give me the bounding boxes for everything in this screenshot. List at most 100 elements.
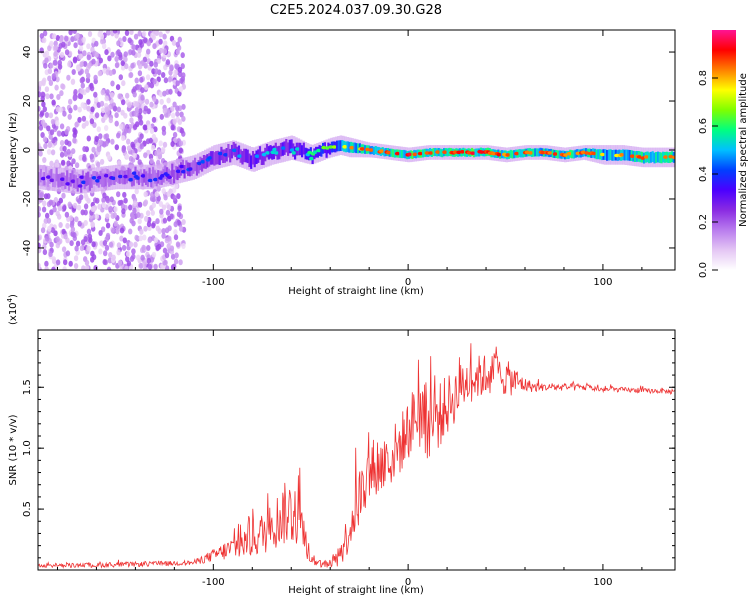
- spectrogram-speckle: [73, 263, 79, 269]
- spectrogram-speckle: [80, 82, 86, 89]
- spectrogram-speckle: [127, 37, 132, 44]
- spectrogram-speckle: [153, 61, 158, 68]
- spectrogram-y-ticks: -40 -20 0 20 40: [22, 46, 675, 256]
- spectrogram-peak: [273, 151, 279, 155]
- spectrogram-speckle: [139, 76, 144, 83]
- spectrogram-speckle: [156, 58, 161, 64]
- spectrogram-speckle: [58, 197, 63, 204]
- spectrogram-speckle: [181, 115, 186, 122]
- spectrogram-ridge-cell: [422, 149, 425, 158]
- spectrogram-speckle: [126, 145, 132, 152]
- spectrogram-speckle: [68, 30, 73, 36]
- spectrogram-speckle: [55, 35, 60, 41]
- spectrogram-speckle: [84, 264, 90, 270]
- spectrogram-speckle: [164, 265, 170, 270]
- spectrogram-speckle: [38, 150, 43, 157]
- spectrogram-speckle: [177, 66, 183, 73]
- spectrogram-speckle: [142, 266, 148, 270]
- spectrogram-ridge-cell: [628, 150, 631, 161]
- spectrogram-speckle: [97, 31, 102, 38]
- spectrogram-speckle: [46, 193, 51, 200]
- spectrogram-speckle: [79, 194, 84, 201]
- spectrogram-ridge-cell: [122, 170, 125, 185]
- spectrogram-speckle: [178, 140, 184, 147]
- spectrogram-speckle: [175, 80, 180, 87]
- spectrogram-peak: [135, 176, 141, 180]
- spectrogram-speckle: [74, 245, 79, 252]
- spectrogram-marks: [38, 30, 675, 270]
- spectrogram-speckle: [128, 72, 134, 78]
- spectrogram-speckle: [164, 252, 170, 259]
- spectrogram-speckle: [181, 219, 186, 225]
- spectrogram-speckle: [150, 144, 156, 151]
- spectrogram-ridge-cell: [656, 151, 660, 163]
- spectrogram-speckle: [38, 196, 44, 203]
- spectrogram-ridge-cell: [85, 172, 88, 187]
- spectrogram-speckle: [103, 114, 108, 120]
- spectrogram-peak: [123, 174, 129, 179]
- spectrogram-speckle: [121, 135, 126, 142]
- spectrogram-peak: [479, 150, 485, 154]
- spectrogram-speckle: [121, 99, 126, 106]
- spectrogram-speckle: [77, 116, 82, 123]
- spectrogram-speckle: [84, 259, 90, 266]
- spectrogram-speckle: [75, 33, 80, 39]
- spectrogram-speckle: [79, 61, 84, 68]
- spectrogram-speckle: [172, 118, 177, 125]
- spectrogram-speckle: [104, 125, 109, 131]
- spectrogram-speckle: [146, 257, 152, 264]
- spectrogram-speckle: [42, 249, 48, 256]
- spectrogram-ridge-cell: [127, 167, 130, 182]
- spectrogram-ridge-cell: [250, 155, 253, 169]
- spectrogram-speckle: [42, 136, 48, 143]
- spectrogram-ridge-cell: [625, 149, 628, 161]
- spectrogram-speckle: [162, 217, 168, 224]
- spectrogram-speckle: [65, 222, 70, 229]
- spectrogram-speckle: [77, 220, 82, 227]
- spectrogram-speckle: [161, 72, 166, 78]
- spectrogram-speckle: [141, 244, 146, 251]
- spectrogram-ridge-cell: [39, 168, 42, 183]
- spectrogram-speckle: [105, 213, 110, 220]
- spectrogram-ridge-cell: [572, 150, 575, 159]
- spectrogram-speckle: [38, 262, 41, 269]
- spectrogram-speckle: [64, 211, 70, 218]
- spectrogram-speckle: [176, 211, 182, 218]
- spectrogram-peak: [181, 169, 186, 174]
- spectrogram-speckle: [151, 251, 157, 258]
- spectrogram-peak: [600, 152, 605, 157]
- spectrogram-ridge-cell: [66, 170, 69, 184]
- spectrogram-speckle: [134, 234, 139, 241]
- spectrogram-ridge-cell: [101, 173, 104, 187]
- spectrogram-speckle: [83, 192, 89, 199]
- spectrogram-speckle: [132, 152, 137, 159]
- spectrogram-speckle: [94, 213, 100, 220]
- spectrogram-ridge-cell: [534, 148, 537, 157]
- colorbar-tick-label: 0.0: [698, 262, 709, 278]
- spectrogram-speckle: [85, 77, 91, 84]
- spectrogram-speckle: [71, 69, 76, 75]
- spectrogram-speckle: [38, 146, 43, 153]
- spectrogram-speckle: [42, 106, 47, 113]
- spectrogram-ridge-cell: [474, 148, 477, 157]
- spectrogram-peak: [96, 175, 102, 180]
- spectrogram-speckle: [137, 218, 142, 225]
- spectrogram-speckle: [161, 204, 167, 211]
- spectrogram-speckle: [110, 138, 115, 145]
- snr-y-tick-label: 1.0: [22, 440, 33, 456]
- spectrogram-speckle: [61, 130, 66, 137]
- spectrogram-speckle: [78, 53, 83, 60]
- spectrogram-peak: [452, 150, 458, 154]
- spectrogram-speckle: [131, 248, 136, 255]
- colorbar-tick-label: 0.8: [698, 70, 709, 86]
- spectrogram-speckle: [117, 259, 123, 266]
- spectrogram-peak: [117, 174, 123, 179]
- spectrogram-speckle: [73, 129, 78, 135]
- colorbar-label: Normalized spectral amplitude: [738, 73, 749, 227]
- spectrogram-speckle: [117, 93, 122, 100]
- spectrogram-speckle: [87, 31, 93, 37]
- spectrogram-ridge-cell: [320, 145, 323, 157]
- spectrogram-speckle: [124, 63, 129, 70]
- spectrogram-speckle: [61, 192, 66, 199]
- spectrogram-speckle: [42, 157, 47, 163]
